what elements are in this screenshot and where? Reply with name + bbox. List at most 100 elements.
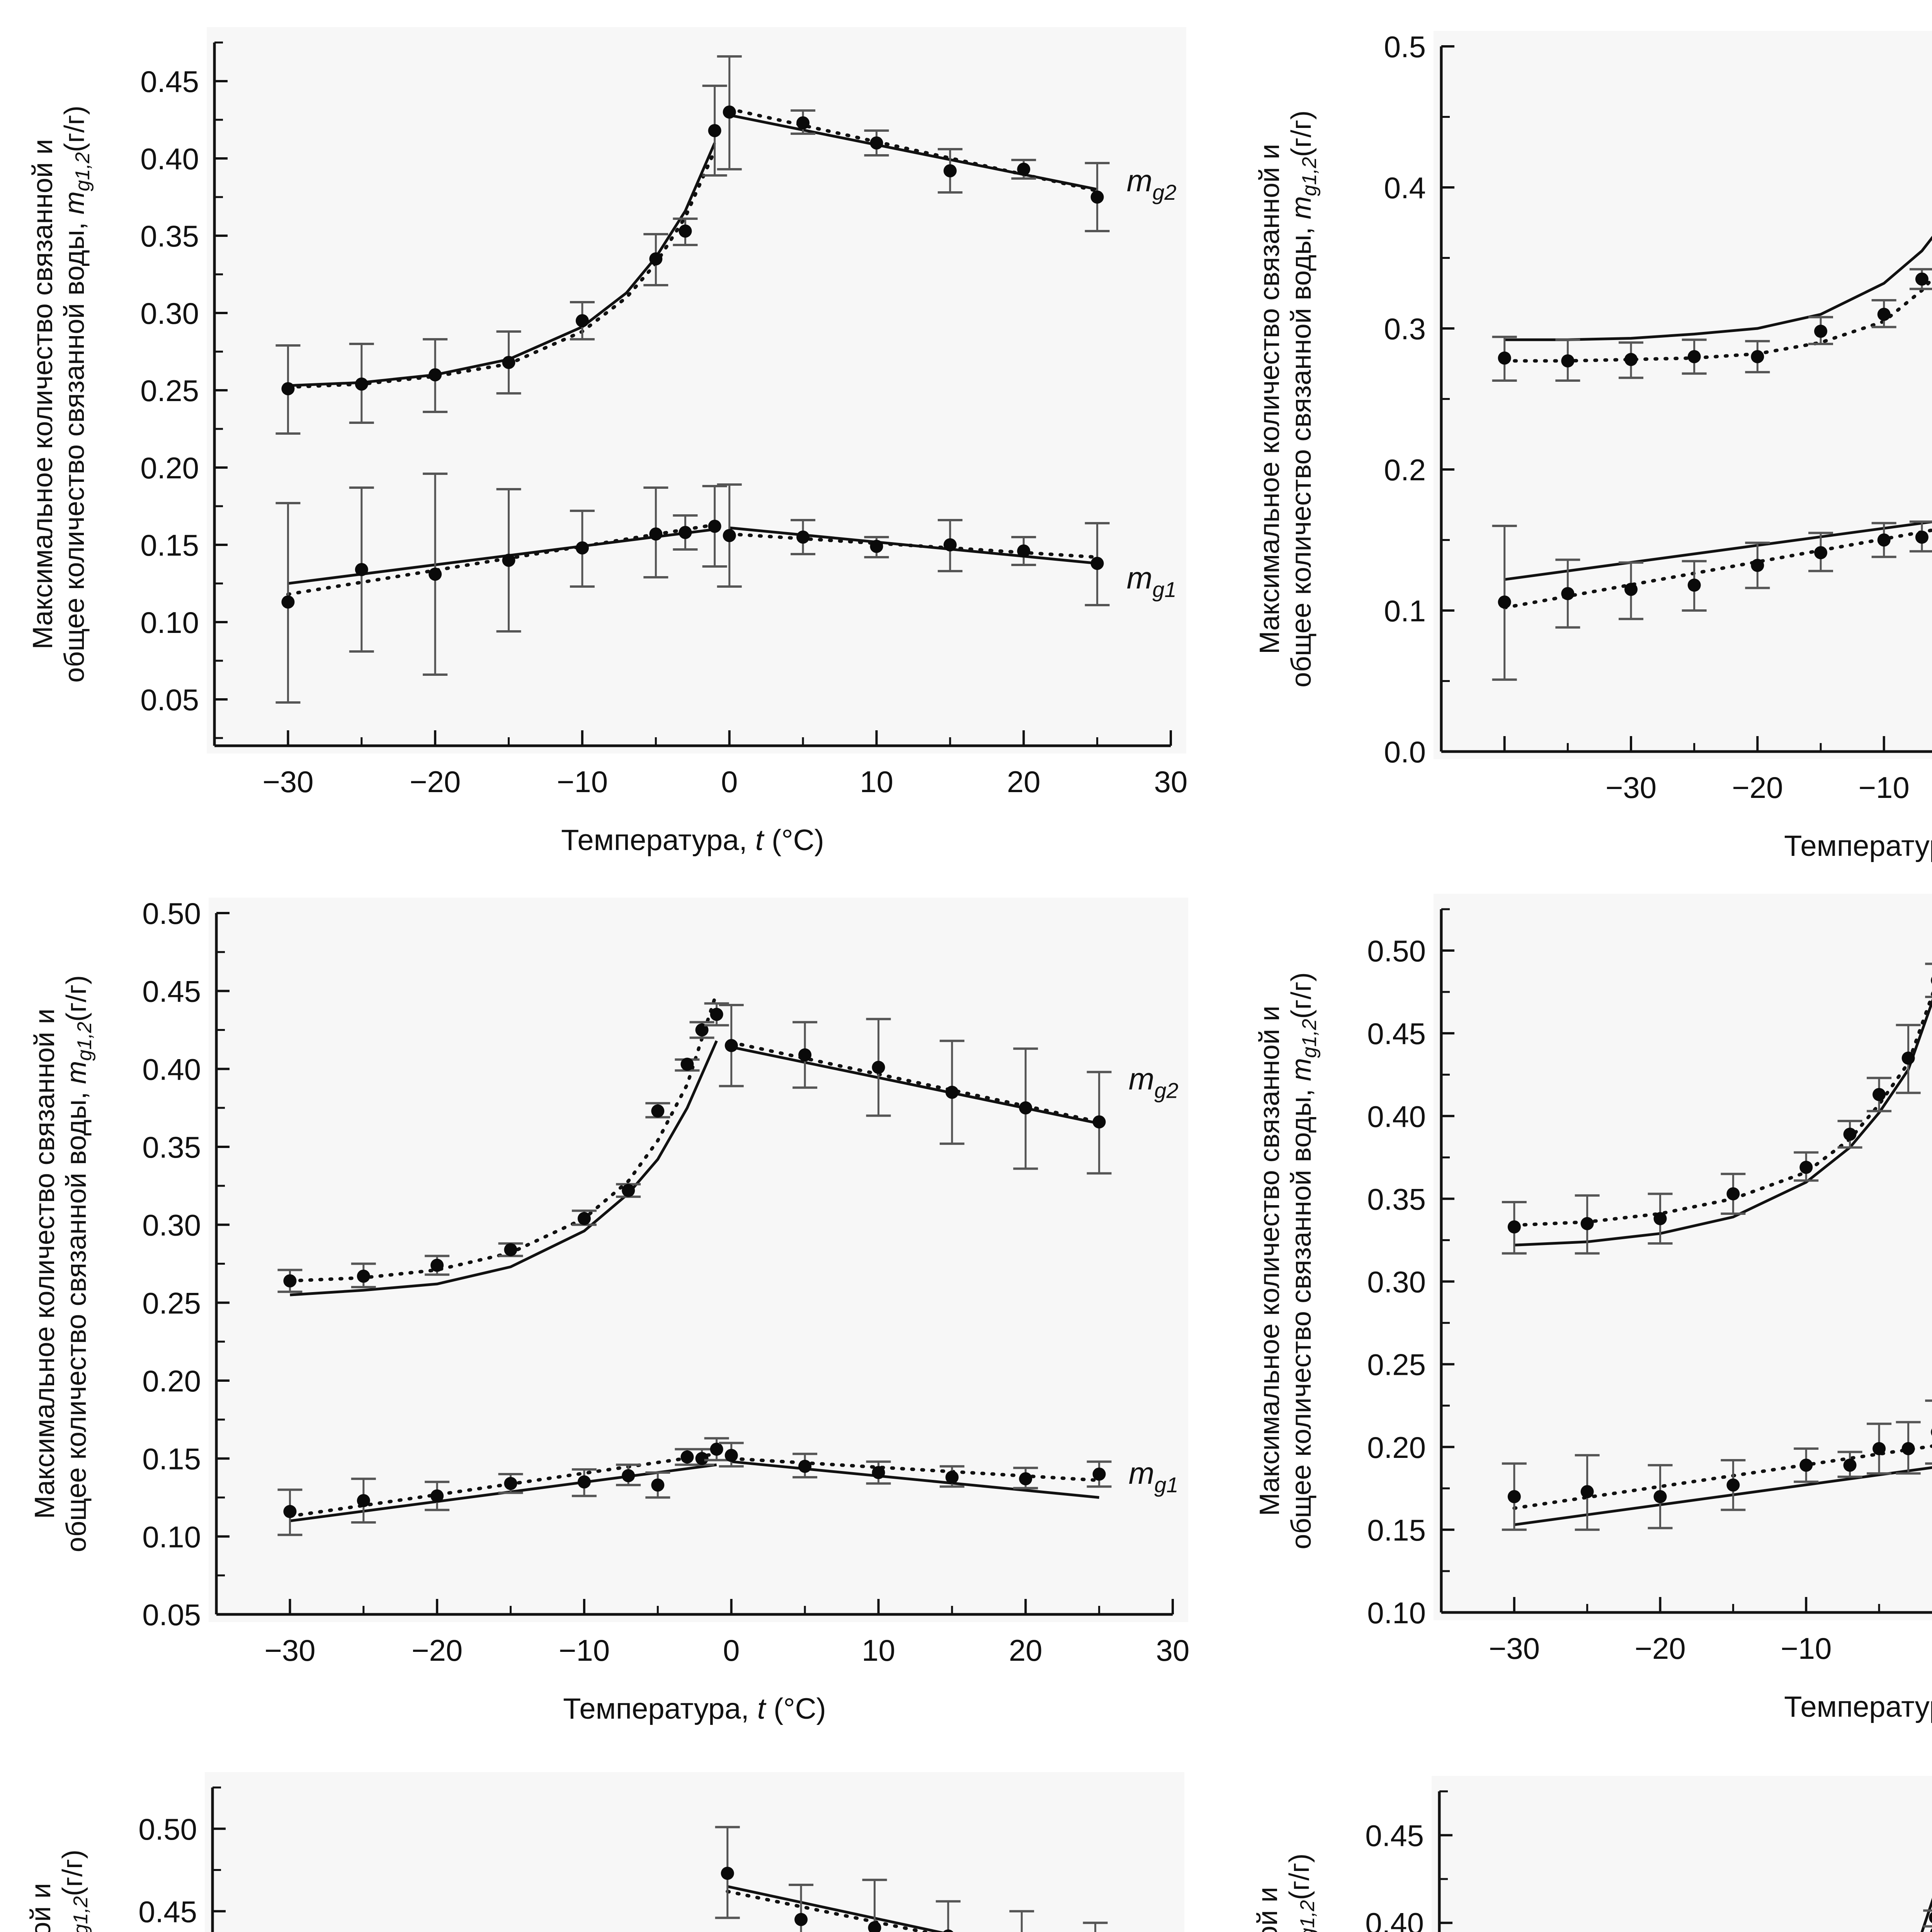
y-tick-label: 0.35	[1367, 1182, 1426, 1216]
data-point	[868, 1921, 881, 1932]
data-point	[872, 1466, 885, 1479]
y-tick-label: 0.40	[140, 142, 199, 176]
data-point	[1090, 557, 1104, 570]
data-point	[504, 1243, 517, 1257]
chart-svg: 0.10 0.15 0.20 0.25 0.30 0.35 0.40 0.45 0.50 −30 −…	[1206, 871, 1932, 1741]
data-point	[945, 1085, 959, 1099]
series-mg1: mg1	[277, 1437, 1179, 1536]
y-tick-label: 0.50	[1367, 934, 1426, 968]
y-axis-title-line2: общее количество связанной воды, mg1,2(г…	[61, 975, 96, 1552]
data-point	[1653, 1212, 1667, 1225]
plot-area	[205, 1772, 1184, 1932]
x-axis-title: Температура, t (°C)	[1784, 830, 1932, 862]
data-point	[575, 314, 589, 327]
data-point	[1507, 1220, 1521, 1234]
fit-line-dotted	[1503, 528, 1932, 610]
x-tick-label: −20	[412, 1633, 463, 1667]
data-point	[943, 1929, 954, 1932]
series-mg1: mg1	[1502, 1399, 1932, 1531]
data-point	[283, 1505, 297, 1518]
data-point	[798, 1048, 812, 1062]
data-point	[1799, 1161, 1813, 1174]
data-point	[281, 382, 295, 395]
data-point	[723, 105, 736, 119]
fit-line-solid	[729, 526, 1097, 565]
series-mg2: mg2	[276, 55, 1177, 435]
data-point	[794, 1913, 808, 1926]
data-point	[796, 116, 810, 129]
chart-panel-bottom-right: 0.100.150.200.250.300.350.400.45−30−20−1…	[1206, 1741, 1932, 1932]
y-tick-label: 0.15	[142, 1442, 201, 1476]
x-tick-label: −20	[410, 765, 461, 799]
y-tick-label: 0.45	[1365, 1818, 1424, 1852]
y-axis-title-line2: общее количество связанной воды, mg1,2(г…	[1286, 111, 1321, 687]
data-point	[1498, 595, 1511, 609]
data-point	[1653, 1490, 1667, 1503]
data-point	[1799, 1458, 1813, 1472]
data-point	[796, 531, 810, 544]
data-point	[502, 554, 515, 567]
y-tick-label: 0.1	[1384, 594, 1426, 628]
chart-svg: 0.05 0.10 0.15 0.20 0.25 0.30 0.35 0.40 0.45 0.50…	[0, 871, 1206, 1741]
data-point	[1687, 578, 1701, 592]
y-tick-label: 0.25	[142, 1286, 201, 1320]
data-point	[1498, 351, 1511, 365]
fit-line-dotted	[730, 1041, 1101, 1124]
plot-area	[207, 27, 1186, 753]
data-point	[1931, 976, 1932, 984]
data-point	[430, 1489, 444, 1503]
chart-svg: 0.100.150.200.250.300.350.400.45−30−20−1…	[1206, 1741, 1932, 1932]
data-point	[357, 1269, 370, 1283]
y-tick-label: 0.05	[142, 1598, 201, 1632]
data-point	[1929, 1912, 1932, 1923]
fit-line-solid	[1504, 236, 1932, 341]
y-tick-label: 0.3	[1384, 312, 1426, 346]
x-tick-label: 10	[862, 1633, 895, 1667]
data-point	[679, 224, 692, 238]
y-tick-label: 0.45	[1367, 1017, 1426, 1051]
data-point	[723, 529, 736, 542]
data-point	[1726, 1478, 1740, 1492]
x-tick-label: 30	[1156, 1633, 1190, 1667]
chart-panel-top-right: 0.00.10.20.30.40.5−30−20−100102030Темпер…	[1206, 0, 1932, 871]
data-point	[1901, 1442, 1915, 1456]
y-tick-label: 0.35	[140, 219, 199, 253]
data-point	[870, 540, 883, 553]
y-tick-label: 0.40	[142, 1052, 201, 1086]
fit-line-solid	[290, 1040, 718, 1296]
series-mg1: mg1	[276, 473, 1177, 704]
data-point	[872, 1061, 885, 1074]
data-point	[357, 1494, 370, 1507]
fit-line-solid	[731, 1046, 1100, 1125]
fit-line-solid	[1504, 520, 1932, 581]
data-point	[945, 1471, 959, 1484]
series-label-mg1: mg1	[1129, 1456, 1179, 1497]
data-point	[355, 563, 368, 576]
x-tick-label: −20	[1732, 770, 1783, 804]
chart-panel-middle-left: 0.05 0.10 0.15 0.20 0.25 0.30 0.35 0.40 0.45 0.50…	[0, 871, 1206, 1741]
y-axis-title-line2: общее количество связанной воды, mg1,2(г…	[1286, 972, 1321, 1549]
y-tick-label: 0.25	[1367, 1348, 1426, 1382]
y-tick-label: 0.30	[1367, 1265, 1426, 1299]
data-point	[1843, 1128, 1857, 1141]
data-point	[680, 1058, 694, 1071]
series-mg2: mg2	[1492, 236, 1932, 382]
series-label-mg1: mg1	[1127, 561, 1177, 602]
fit-line-dotted	[286, 523, 717, 596]
y-tick-label: 0.2	[1384, 453, 1426, 487]
y-tick-label: 0.30	[142, 1208, 201, 1242]
x-tick-label: 0	[723, 1633, 740, 1667]
data-point	[798, 1459, 812, 1473]
y-axis-title-line1: Максимальное количество связанной и	[1254, 144, 1285, 654]
data-point	[355, 378, 368, 391]
series-label-mg2: mg2	[1127, 163, 1177, 204]
data-point	[1017, 163, 1031, 176]
y-tick-label: 0.45	[140, 65, 199, 99]
data-point	[502, 356, 515, 369]
data-point	[429, 368, 442, 381]
data-point	[1092, 1115, 1106, 1129]
y-tick-label: 0.50	[142, 896, 201, 930]
data-point	[1814, 325, 1827, 338]
